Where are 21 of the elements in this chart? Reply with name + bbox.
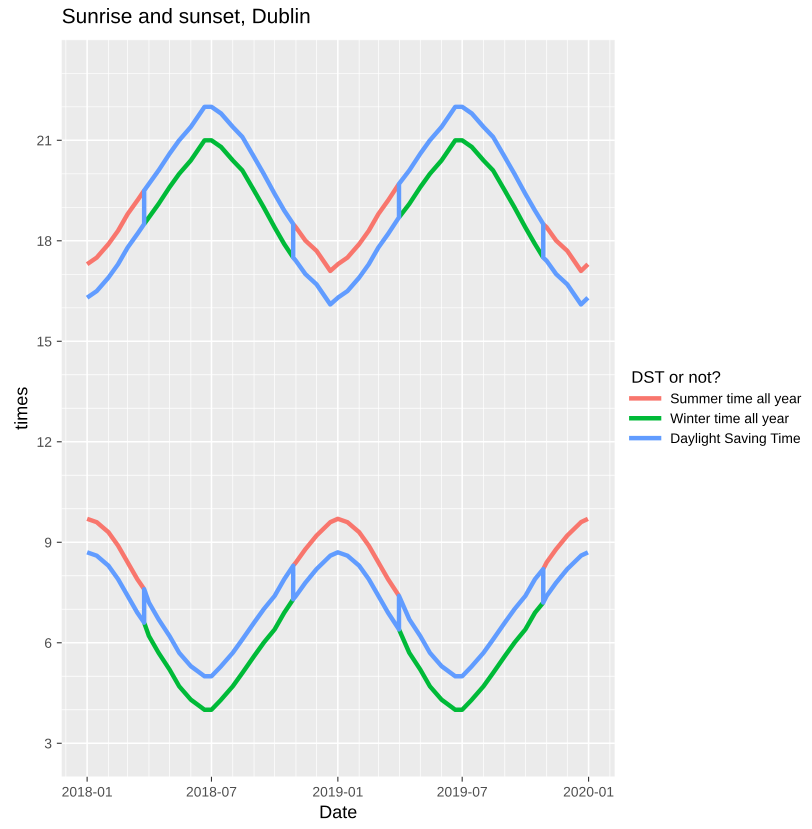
x-axis-title: Date [320, 806, 356, 818]
y-tick-label: 6 [44, 638, 52, 648]
line-series [84, 104, 590, 307]
x-tick-label: 2019-07 [437, 786, 487, 797]
line-series [84, 550, 590, 678]
x-tick-label: 2018-01 [62, 786, 112, 797]
y-tick-label: 9 [44, 538, 52, 548]
legend-label: Winter time all year [670, 413, 789, 426]
y-tick-label: 3 [44, 738, 52, 748]
legend-label: Daylight Saving Time [671, 432, 800, 446]
legend-title: DST or not? [632, 371, 720, 383]
chart-title: Sunrise and sunset, Dublin [62, 8, 310, 26]
legend-label: Summer time all year [670, 393, 802, 406]
y-tick-label: 15 [38, 336, 52, 346]
y-axis-title: times [14, 387, 28, 430]
x-tick-label: 2018-07 [186, 786, 236, 797]
x-tick-label: 2020-01 [564, 786, 614, 797]
x-tick-label: 2019-01 [313, 786, 363, 797]
y-tick-label: 18 [38, 236, 52, 246]
y-tick-label: 12 [38, 437, 52, 447]
y-tick-label: 21 [37, 136, 52, 146]
